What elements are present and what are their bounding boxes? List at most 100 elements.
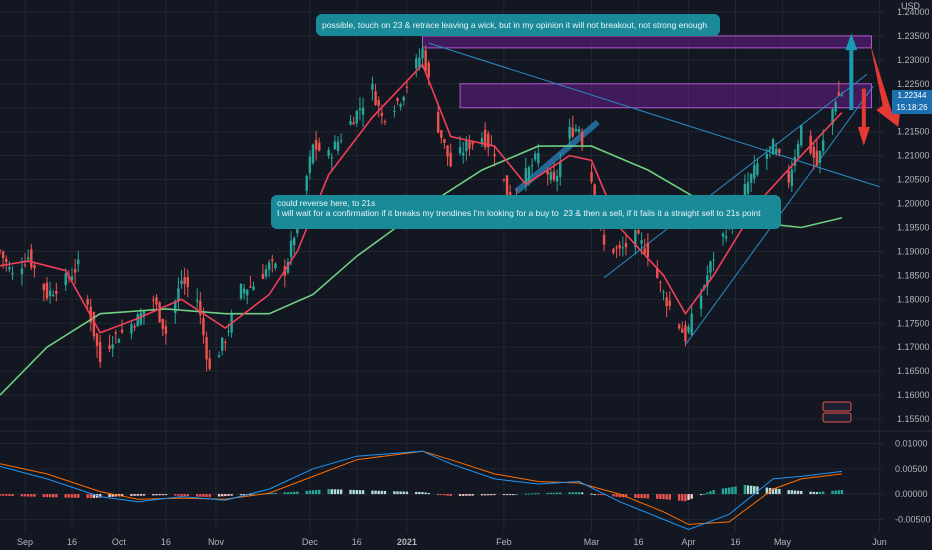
candle-body [505,175,509,196]
candle-body [612,248,615,254]
annotation-top-note[interactable]: possible, touch on 23 & retrace leaving … [316,14,720,36]
candle-body [396,98,399,101]
macd-histogram-bar [709,491,712,495]
candle-body [546,170,549,175]
macd-histogram-bar [599,494,603,496]
annotation-mid-note[interactable]: could reverse here, to 21s I will wait f… [271,195,781,229]
macd-histogram-bar [793,490,797,495]
macd-histogram-bar [662,494,665,500]
candle-body [11,272,14,275]
event-marker-icon[interactable] [822,401,852,412]
macd-histogram-bar [208,494,211,498]
macd-histogram-bar [753,486,756,495]
macd-histogram-bar [534,493,537,495]
macd-histogram-bar [174,494,177,496]
macd-histogram-bar [681,494,684,501]
macd-histogram-bar [677,494,681,501]
resistance-zone[interactable] [422,35,872,49]
macd-histogram-bar [217,494,221,497]
candle-body [199,300,202,316]
candle-body [815,150,819,166]
macd-line[interactable] [0,450,842,531]
candle-body [70,276,74,281]
candle-body [440,130,443,138]
candle-body [837,92,840,96]
candle-body [264,269,268,277]
macd-histogram-bar [70,494,74,498]
macd-histogram-bar [590,493,593,495]
candle-body [684,325,687,342]
macd-histogram-bar [471,494,474,496]
macd-histogram-bar [493,494,496,496]
candle-body [590,172,593,182]
macd-pane [0,443,884,531]
candle-body [709,261,712,273]
macd-histogram-bar [555,492,559,495]
candle-body [155,297,158,305]
macd-histogram-bar [161,494,164,496]
macd-histogram-bar [336,489,340,495]
macd-histogram-bar [249,494,252,496]
trend-line-descending[interactable] [428,42,880,188]
time-axis[interactable]: Sep 16 Oct 16 Nov Dec 16 2021 Feb Mar 16 Apr 16 May Ju… [17,537,887,547]
candle-body [108,345,111,349]
macd-histogram-bar [699,494,703,496]
candle-body [568,126,571,139]
arrow-up-head-icon[interactable] [845,33,858,51]
macd-histogram-bar [239,494,243,496]
candle-body [753,165,756,179]
candle-body [399,104,402,107]
macd-histogram-bar [530,493,534,495]
macd-histogram-bar [202,494,205,497]
candle-body [405,86,409,88]
candle-body [33,265,36,269]
candle-body [217,355,221,358]
price-tick-label: 1.19500 [897,222,930,232]
arrow-down-head-icon[interactable] [857,126,870,147]
candle-body [30,249,33,268]
macd-histogram-bar [468,494,471,496]
macd-histogram-bar [815,492,819,495]
resistance-zone[interactable] [459,83,872,109]
macd-histogram-bar [787,490,790,495]
candle-body [659,282,662,284]
candle-body [349,120,352,125]
macd-histogram-bar [330,489,333,495]
macd-histogram-bar [52,494,55,498]
candle-body [111,344,114,349]
macd-histogram-bar [311,490,315,495]
macd-histogram-bar [23,494,27,497]
macd-histogram-bar [186,494,189,497]
macd-histogram-bar [67,494,71,498]
candle-body [681,328,684,333]
arrow-down-diagonal-icon[interactable] [870,43,902,127]
candle-body [765,153,769,159]
macd-histogram-bar [8,494,11,496]
time-tick-label: Apr [682,537,696,547]
candle-body [180,280,183,284]
macd-histogram-bar [512,494,515,496]
ema-fast-line[interactable] [0,63,843,334]
macd-signal-line[interactable] [0,450,842,525]
macd-histogram-bar [834,490,837,495]
annotation-mid-line-2: I will wait for a confirmation if it bre… [277,208,761,218]
macd-histogram-bar [527,493,531,495]
candle-body [393,110,396,112]
candle-body [293,237,296,246]
macd-histogram-bar [458,494,462,496]
macd-histogram-bar [314,490,318,495]
candle-body [534,153,537,160]
candle-body [646,242,650,257]
event-marker-icon[interactable] [822,412,852,423]
macd-histogram-bar [164,494,168,496]
macd-histogram-bar [568,492,571,495]
candle-body [640,240,643,244]
candle-body [0,250,2,252]
macd-histogram-bar [224,494,227,497]
macd-histogram-bar [837,490,840,495]
macd-histogram-bar [11,494,14,497]
macd-histogram-bar [274,492,277,495]
macd-histogram-bar [659,494,662,500]
macd-histogram-bar [133,494,136,496]
